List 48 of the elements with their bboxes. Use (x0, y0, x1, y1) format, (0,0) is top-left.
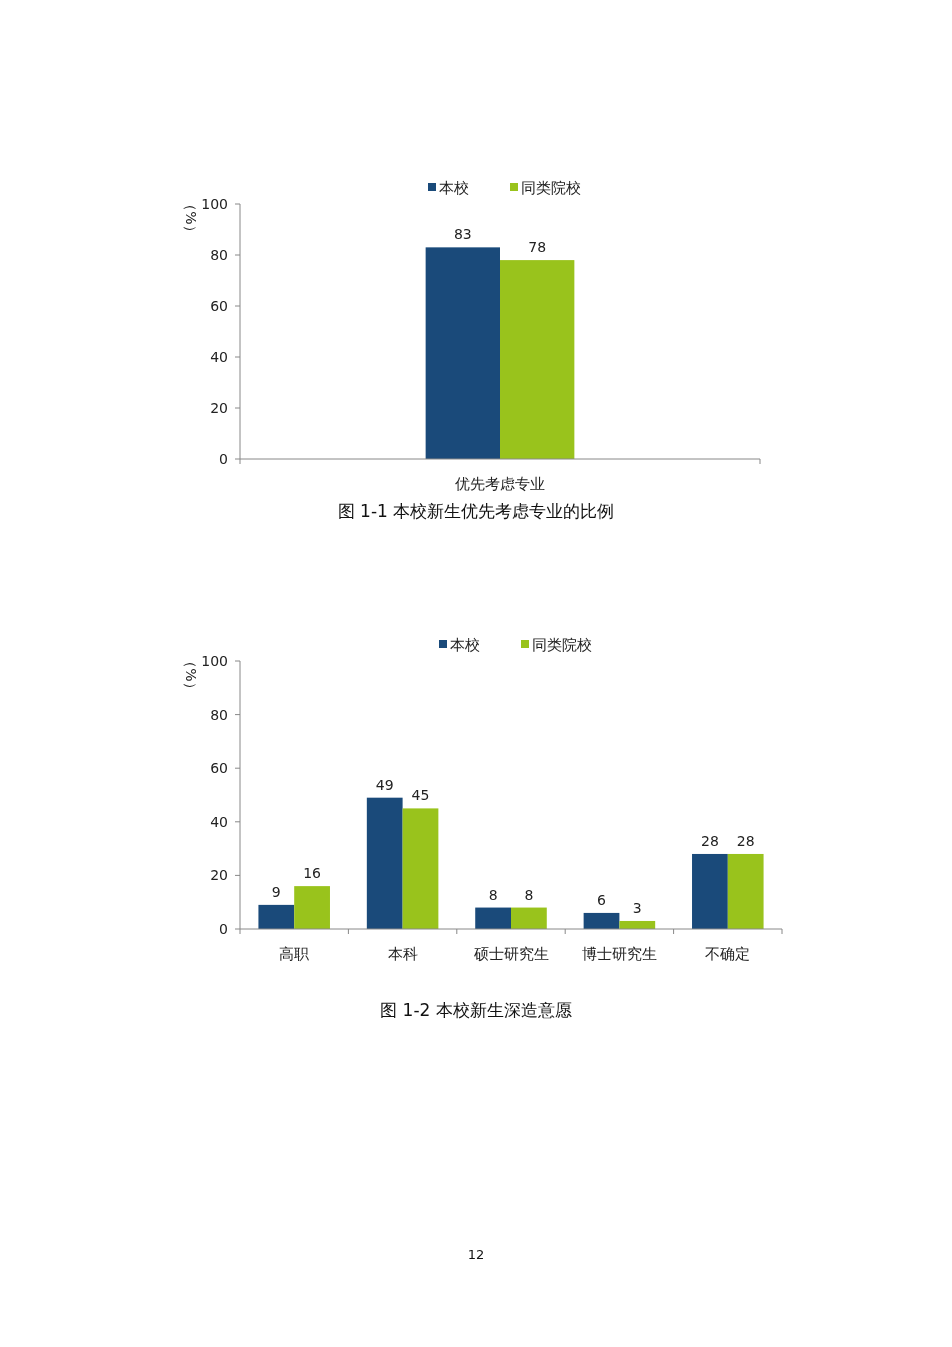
data-label: 28 (701, 832, 719, 849)
y-tick-label: 40 (210, 813, 228, 830)
text: 12 (467, 1247, 485, 1262)
y-axis-title: （%） (183, 197, 199, 239)
legend-label: 本校 (450, 636, 480, 654)
data-label: 45 (411, 787, 430, 804)
y-tick-label: 60 (210, 298, 228, 314)
x-tick-label: 硕士研究生 (472, 945, 549, 963)
y-tick-label: 40 (210, 349, 228, 365)
data-label: 49 (375, 776, 394, 793)
bar (511, 907, 547, 929)
y-tick-label: 0 (219, 921, 228, 937)
data-label: 9 (271, 883, 281, 900)
bar (366, 797, 403, 929)
y-tick-label: 80 (210, 706, 228, 723)
data-label: 8 (488, 886, 498, 903)
bar (294, 886, 330, 929)
bar (692, 853, 728, 929)
y-tick-label: 0 (219, 451, 228, 467)
y-tick-label: 100 (201, 196, 228, 212)
x-tick-label: 不确定 (705, 945, 751, 963)
data-label: 83 (453, 226, 472, 243)
x-tick-label: 优先考虑专业 (455, 475, 545, 493)
x-tick-label: 高职 (279, 945, 310, 963)
data-label: 28 (736, 832, 755, 849)
data-label: 6 (597, 891, 607, 908)
x-tick-label: 本科 (387, 945, 418, 963)
caption: 图 1-1 本校新生优先考虑专业的比例 (337, 501, 615, 521)
y-tick-label: 20 (210, 867, 228, 884)
y-axis-title: （%） (183, 654, 199, 696)
x-tick-label: 博士研究生 (581, 945, 657, 963)
data-label: 3 (632, 899, 642, 916)
bar (258, 904, 295, 929)
legend-label: 同类院校 (532, 636, 592, 654)
y-tick-label: 100 (201, 653, 228, 669)
caption: 图 1-2 本校新生深造意愿 (380, 1000, 572, 1020)
bar (402, 808, 439, 929)
data-label: 78 (528, 239, 547, 256)
bar (583, 912, 620, 929)
data-label: 16 (303, 865, 322, 882)
legend-label: 同类院校 (521, 179, 581, 197)
legend-label: 本校 (439, 179, 469, 197)
y-tick-label: 20 (210, 400, 228, 416)
y-tick-label: 80 (210, 247, 228, 263)
y-tick-label: 60 (210, 760, 228, 777)
bar (475, 907, 511, 929)
bar (727, 853, 764, 929)
data-label: 8 (524, 886, 534, 903)
